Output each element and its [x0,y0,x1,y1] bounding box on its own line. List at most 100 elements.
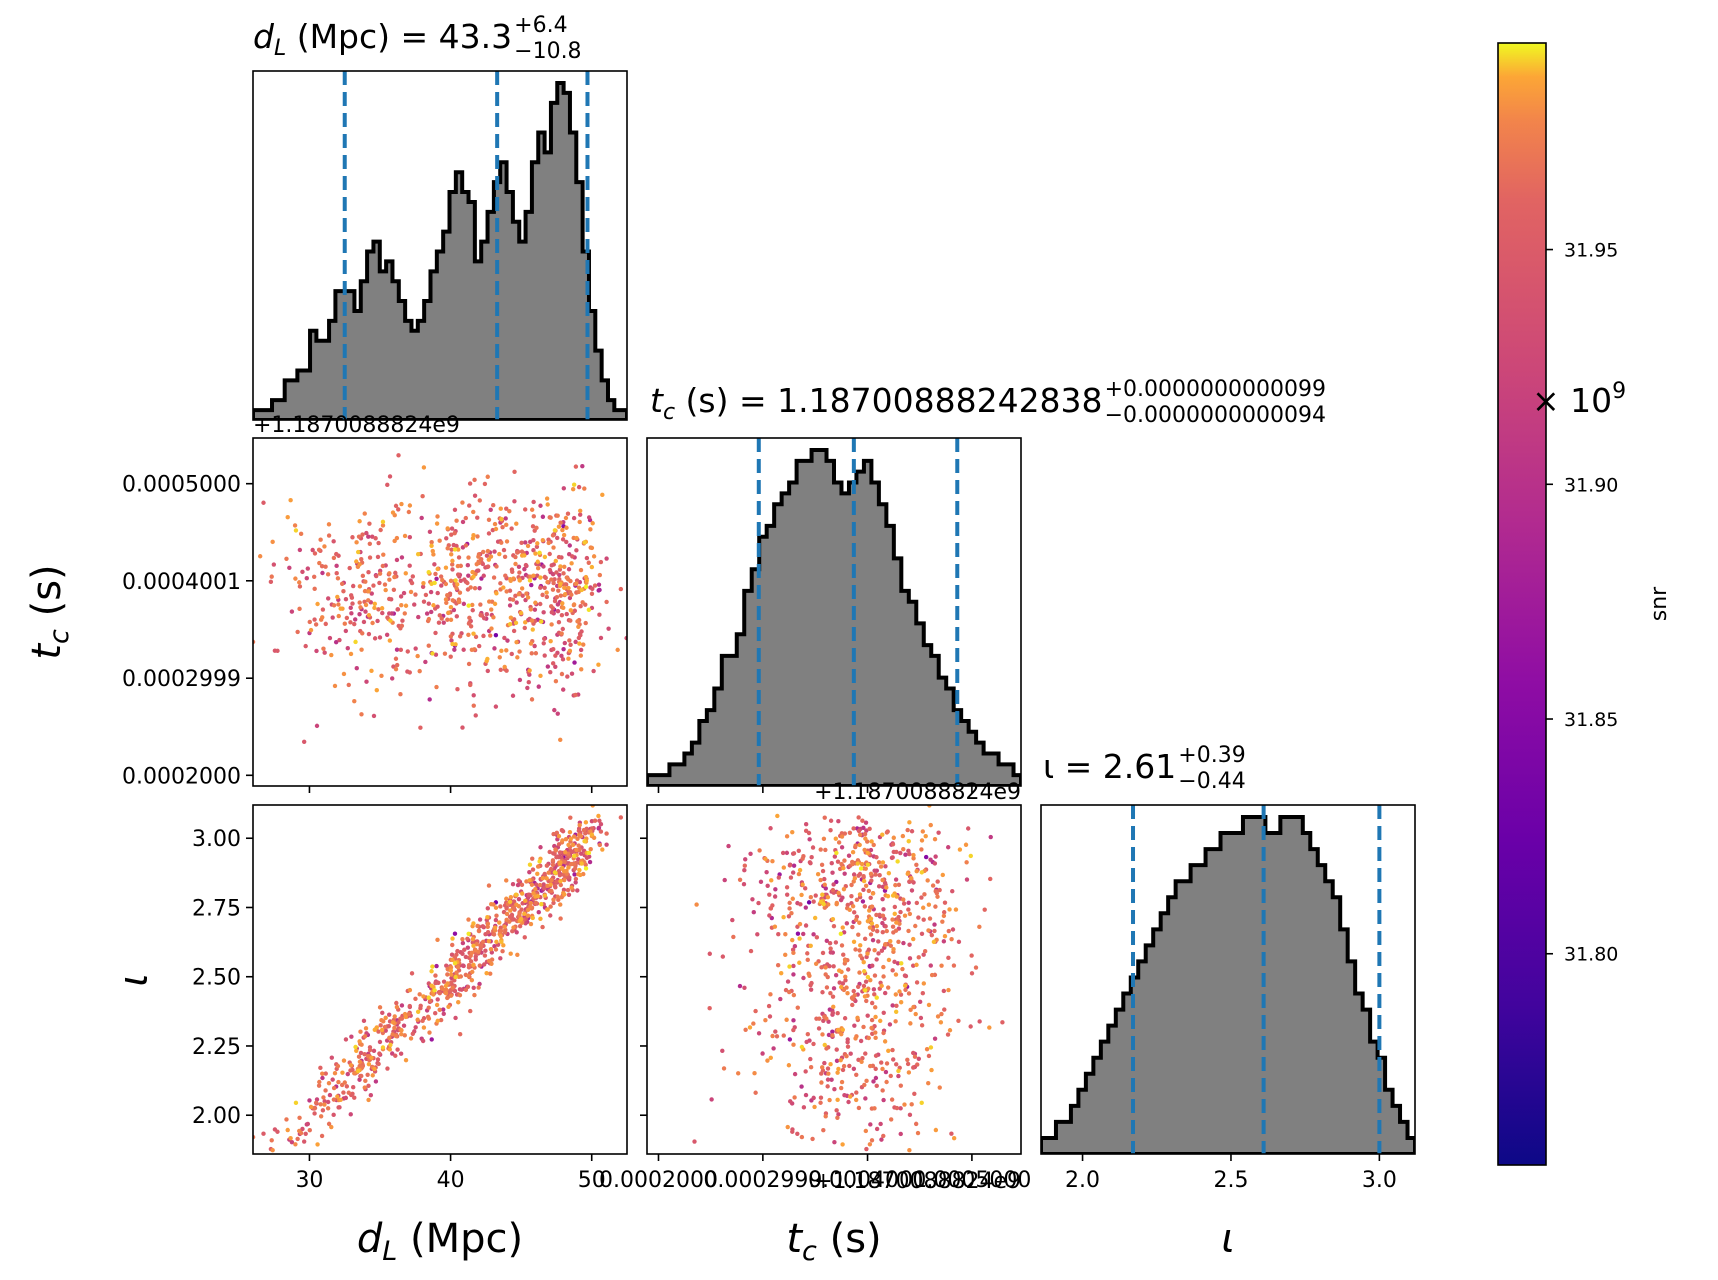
iota-vs-tc-point [824,1046,829,1051]
tc-vs-dL-point [445,526,450,531]
tc-vs-dL-point [580,600,585,605]
tc-vs-dL-point [449,638,454,643]
iota-vs-dL-point [401,1023,407,1028]
iota-vs-dL-point [555,894,560,899]
tc-vs-dL-point [407,503,413,508]
iota-vs-dL-point [592,818,598,823]
tc-vs-dL-point [544,590,549,595]
tc-vs-dL-point [353,639,358,645]
iota-vs-tc-point [765,1058,770,1063]
tc-vs-dL-point [359,556,364,562]
tc-vs-dL-point [545,502,550,507]
offset-text-tc-panel: +1.1870088824e9 [814,780,1021,805]
iota-vs-tc-point [767,892,772,897]
iota-vs-tc-point [873,1005,878,1010]
iota-vs-tc-point [807,973,812,978]
tc-vs-dL-point [357,562,362,567]
iota-vs-tc-point [906,928,911,934]
iota-vs-dL-point [285,1127,290,1133]
iota-vs-dL-point [390,1020,396,1025]
iota-vs-tc-point [843,958,848,964]
iota-vs-dL-point [366,1097,371,1103]
iota-vs-tc-point [879,983,884,989]
iota-vs-tc-point [841,865,846,871]
iota-vs-tc-point [825,1066,831,1071]
tc-vs-dL-point [577,641,582,646]
iota-vs-tc-point [781,865,786,870]
iota-vs-dL-point [604,842,609,847]
tc-vs-dL-point [473,634,479,640]
iota-vs-tc-point [874,928,880,934]
dL-histogram [253,71,627,420]
iota-vs-dL-point [527,862,533,867]
iota-vs-tc-point [868,916,874,921]
iota-vs-dL-point [446,1004,451,1010]
iota-vs-dL-point [408,1036,414,1041]
iota-vs-dL-point [571,834,577,839]
tc-vs-dL-point [357,519,362,524]
panel-frame-s10 [252,437,628,787]
tc-vs-dL-point [311,574,317,579]
tc-vs-dL-point [494,564,499,569]
iota-vs-dL-point [377,1039,383,1045]
tc-vs-dL-point [376,607,381,612]
iota-vs-dL-point [573,876,579,882]
iota-vs-tc-point [926,1053,932,1059]
tc-vs-dL-point [426,570,431,575]
tc-vs-dL-point [527,578,533,583]
iota-vs-tc-point [859,1059,864,1064]
tc-vs-dL-point [372,605,377,611]
iota-vs-tc-point [935,894,940,899]
iota-vs-dL-point [597,818,602,823]
iota-vs-dL-point [531,891,536,896]
tc-vs-dL-point [399,501,404,507]
tc-vs-dL-point [423,659,428,665]
tc-vs-dL-point [344,615,350,621]
tc-vs-dL-point [293,528,299,533]
tc-vs-dL-point [566,656,571,661]
iota-vs-dL-point [535,893,540,899]
tc-vs-dL-point [418,725,423,730]
iota-vs-dL-point [329,1055,335,1060]
tc-vs-dL-point [401,590,407,596]
iota-vs-tc-point [784,834,790,839]
iota-vs-tc-point [880,860,886,865]
tc-vs-dL-point [517,649,522,654]
tc-vs-dL-point [391,587,397,593]
iota-vs-tc-point [840,895,845,900]
tc-vs-dL-point [574,581,579,586]
tc-vs-dL-point [308,627,314,633]
tc-vs-dL-point [498,581,503,586]
iota-vs-dL-point [547,849,552,855]
tc-vs-dL-point [548,669,553,675]
tc-vs-dL-point [547,567,553,573]
iota-vs-dL-point [387,1035,392,1041]
tc-vs-dL-point [367,555,373,560]
iota-vs-tc-point [872,992,877,997]
iota-vs-tc-point [924,1046,930,1052]
tc-vs-dL-point [553,558,559,564]
iota-vs-tc-point [869,1000,875,1006]
iota-vs-tc-point [881,1010,886,1015]
iota-vs-dL-point [396,1020,401,1025]
iota-vs-dL-point [579,861,584,866]
tc-vs-dL-point [465,580,470,586]
iota-vs-tc-point [821,836,827,842]
iota-vs-tc-point [869,904,875,909]
iota-vs-dL-point [578,851,584,856]
iota-vs-tc-point [850,849,856,855]
iota-vs-tc-point [741,881,747,887]
iota-vs-tc-point [942,1007,947,1012]
iota-vs-tc-point [747,1025,753,1030]
iota-vs-dL-point [530,867,536,872]
iota-vs-tc-point [949,936,954,942]
tc-vs-dL-point [471,631,476,636]
iota-vs-tc-point [781,1033,786,1038]
tc-vs-dL-point [295,629,300,635]
tc-vs-dL-point [524,591,529,596]
iota-vs-tc-point [804,1039,809,1045]
tc-vs-dL-point [297,584,303,589]
iota-vs-dL-point [504,896,509,901]
tc-vs-dL-point [488,507,493,512]
iota-vs-tc-point [830,1029,835,1034]
